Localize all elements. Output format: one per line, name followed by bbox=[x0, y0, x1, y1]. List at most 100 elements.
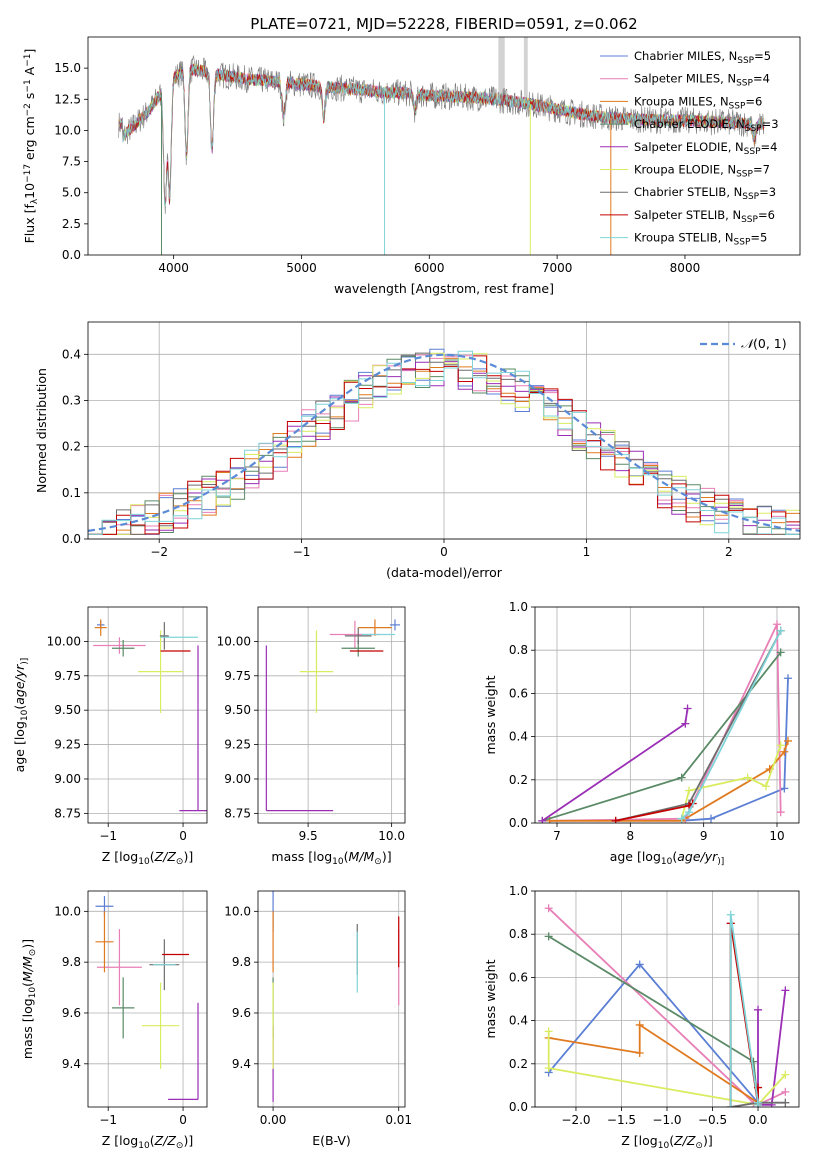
x-axis-label-part: Z/Z bbox=[154, 849, 177, 864]
plot-area bbox=[538, 620, 792, 823]
figure-title: PLATE=0721, MJD=52228, FIBERID=0591, z=0… bbox=[250, 15, 637, 33]
x-tick-label: 8 bbox=[627, 829, 635, 843]
axes-frame bbox=[87, 36, 801, 256]
y-tick-label: 9.4 bbox=[232, 1057, 251, 1071]
mass-vs-extinction-panel: 0.00 0.01 9.4 9.6 9.8 10.0 E(B-V) bbox=[224, 890, 412, 1148]
y-axis-label-part: ] bbox=[22, 49, 37, 54]
data-point-marker bbox=[743, 773, 752, 782]
y-axis-label-part: −1 bbox=[23, 79, 33, 92]
legend-entry-kroupa-stelib-part: =5 bbox=[750, 231, 767, 245]
y-tick-label: 10.0 bbox=[224, 904, 251, 918]
y-axis-label-part: 10 bbox=[28, 987, 38, 999]
y-axis-label-part: −1 bbox=[23, 54, 33, 67]
series-line bbox=[547, 1031, 786, 1106]
series-line bbox=[681, 678, 789, 822]
y-axis-label-part: age [log bbox=[12, 721, 27, 772]
y-tick-label: 9.4 bbox=[62, 1057, 81, 1071]
y-tick-label: 12.5 bbox=[54, 92, 81, 106]
x-tick-label: 10.0 bbox=[378, 829, 405, 843]
x-axis-label: age [log10(age/yr)] bbox=[610, 849, 725, 867]
y-axis-label-part: −17 bbox=[23, 164, 33, 183]
series-line bbox=[757, 990, 787, 1106]
y-tick-label: 8.75 bbox=[54, 806, 81, 820]
y-tick-label: 9.8 bbox=[232, 955, 251, 969]
errorbar-kroupa-elodie bbox=[138, 630, 184, 713]
series-kroupa-miles bbox=[544, 1020, 763, 1107]
x-tick-label: −1 bbox=[99, 1113, 117, 1127]
x-axis-label-part: Z/Z bbox=[673, 1133, 696, 1148]
y-tick-label: 9.8 bbox=[62, 955, 81, 969]
x-tick-label: −1.5 bbox=[607, 1113, 636, 1127]
data-point-marker bbox=[685, 786, 693, 795]
data-point-marker bbox=[773, 620, 781, 629]
y-tick-label: 0.4 bbox=[62, 347, 81, 361]
legend-entry-kroupa-stelib: Kroupa STELIB, NSSP=5 bbox=[634, 231, 767, 248]
legend-entry-kroupa-elodie-part: =7 bbox=[753, 163, 770, 177]
mass-weight-vs-metallicity-panel: −2.0 −1.5 −1.0 −0.5 0.0 0.0 0.2 0.4 0.6 0.8 1.0 Z [… bbox=[483, 884, 800, 1151]
series-line bbox=[541, 708, 689, 822]
data-point-marker bbox=[611, 816, 620, 823]
y-tick-label: 9.00 bbox=[54, 772, 81, 786]
x-axis-label-part: ( bbox=[150, 849, 155, 864]
legend-entry-chabrier-stelib-part: =3 bbox=[759, 185, 776, 199]
plot-area bbox=[88, 348, 800, 539]
y-tick-label: 9.75 bbox=[224, 669, 251, 683]
data-point-marker bbox=[635, 960, 644, 969]
y-tick-label: 0.2 bbox=[62, 440, 81, 454]
x-tick-label: −2 bbox=[150, 545, 168, 559]
y-axis-label-part: 10 bbox=[22, 183, 37, 199]
legend-entry-chabrier-stelib: Chabrier STELIB, NSSP=3 bbox=[634, 185, 776, 202]
legend-entry-salpeter-stelib: Salpeter STELIB, NSSP=6 bbox=[634, 208, 775, 225]
legend-entry-kroupa-elodie: Kroupa ELODIE, NSSP=7 bbox=[634, 163, 770, 180]
axes-frame bbox=[87, 606, 208, 824]
legend-entry-salpeter-miles-part: =4 bbox=[753, 72, 770, 86]
y-axis-label: mass [log10(M/M⊙)] bbox=[20, 939, 38, 1059]
x-tick-label: 7000 bbox=[542, 261, 573, 275]
x-axis-label-part: M/M bbox=[349, 849, 375, 864]
legend-entry-salpeter-stelib-part: SSP bbox=[741, 215, 758, 225]
spectrum-panel: 4000 5000 6000 7000 8000 0.0 2.5 5.0 7.5 10.0 12.5… bbox=[22, 36, 801, 296]
series-kroupa-stelib bbox=[677, 626, 785, 823]
data-point-marker bbox=[776, 741, 785, 750]
y-tick-label: 9.50 bbox=[54, 703, 81, 717]
data-point-marker bbox=[754, 1005, 763, 1014]
legend-entry-kroupa-miles-part: =6 bbox=[745, 94, 762, 108]
y-tick-label: 10.0 bbox=[54, 904, 81, 918]
data-point-marker bbox=[544, 1064, 553, 1073]
errorbar-kroupa-miles bbox=[95, 911, 114, 973]
x-axis-label-part: Z [log bbox=[102, 849, 138, 864]
y-axis-label: Flux [fλ10−17 erg cm−2 s−1 A−1] bbox=[22, 49, 40, 244]
data-point-marker bbox=[776, 808, 785, 817]
x-axis-label-part: )] bbox=[717, 857, 724, 867]
y-tick-label: 1.0 bbox=[509, 884, 528, 898]
x-axis-label-part: 10 bbox=[658, 1141, 670, 1151]
x-axis-label-part: Z/Z bbox=[154, 1133, 177, 1148]
x-axis-label: Z [log10(Z/Z⊙)] bbox=[102, 849, 193, 867]
y-axis-label: age [log10(age/yr)] bbox=[12, 658, 30, 773]
y-tick-label: 0.6 bbox=[509, 970, 528, 984]
y-tick-label: 9.50 bbox=[224, 703, 251, 717]
data-point-marker bbox=[776, 626, 785, 635]
legend-entry-salpeter-miles: Salpeter MILES, NSSP=4 bbox=[634, 72, 770, 89]
y-axis-label: mass weight bbox=[483, 959, 498, 1038]
y-axis-label-part: λ bbox=[30, 198, 40, 204]
masked-band bbox=[498, 37, 505, 100]
series-kroupa-stelib bbox=[726, 910, 763, 1107]
series-line bbox=[729, 914, 759, 1107]
y-tick-label: 9.25 bbox=[224, 738, 251, 752]
errorbar-salpeter-miles bbox=[93, 637, 146, 654]
data-point-marker bbox=[635, 1049, 644, 1057]
y-axis-label-part: ( bbox=[12, 705, 27, 710]
y-tick-label: 5.0 bbox=[62, 186, 81, 200]
legend-entry-chabrier-miles-part: SSP bbox=[737, 56, 754, 66]
legend-entry-kroupa-miles-part: SSP bbox=[729, 101, 746, 111]
plot-area bbox=[93, 619, 207, 812]
x-tick-label: 8000 bbox=[670, 261, 701, 275]
axes-frame bbox=[534, 606, 800, 824]
data-point-marker bbox=[754, 1100, 763, 1107]
data-point-marker bbox=[538, 816, 547, 823]
plot-area bbox=[95, 896, 199, 1100]
data-point-marker bbox=[726, 1103, 735, 1107]
plot-area bbox=[265, 619, 400, 812]
